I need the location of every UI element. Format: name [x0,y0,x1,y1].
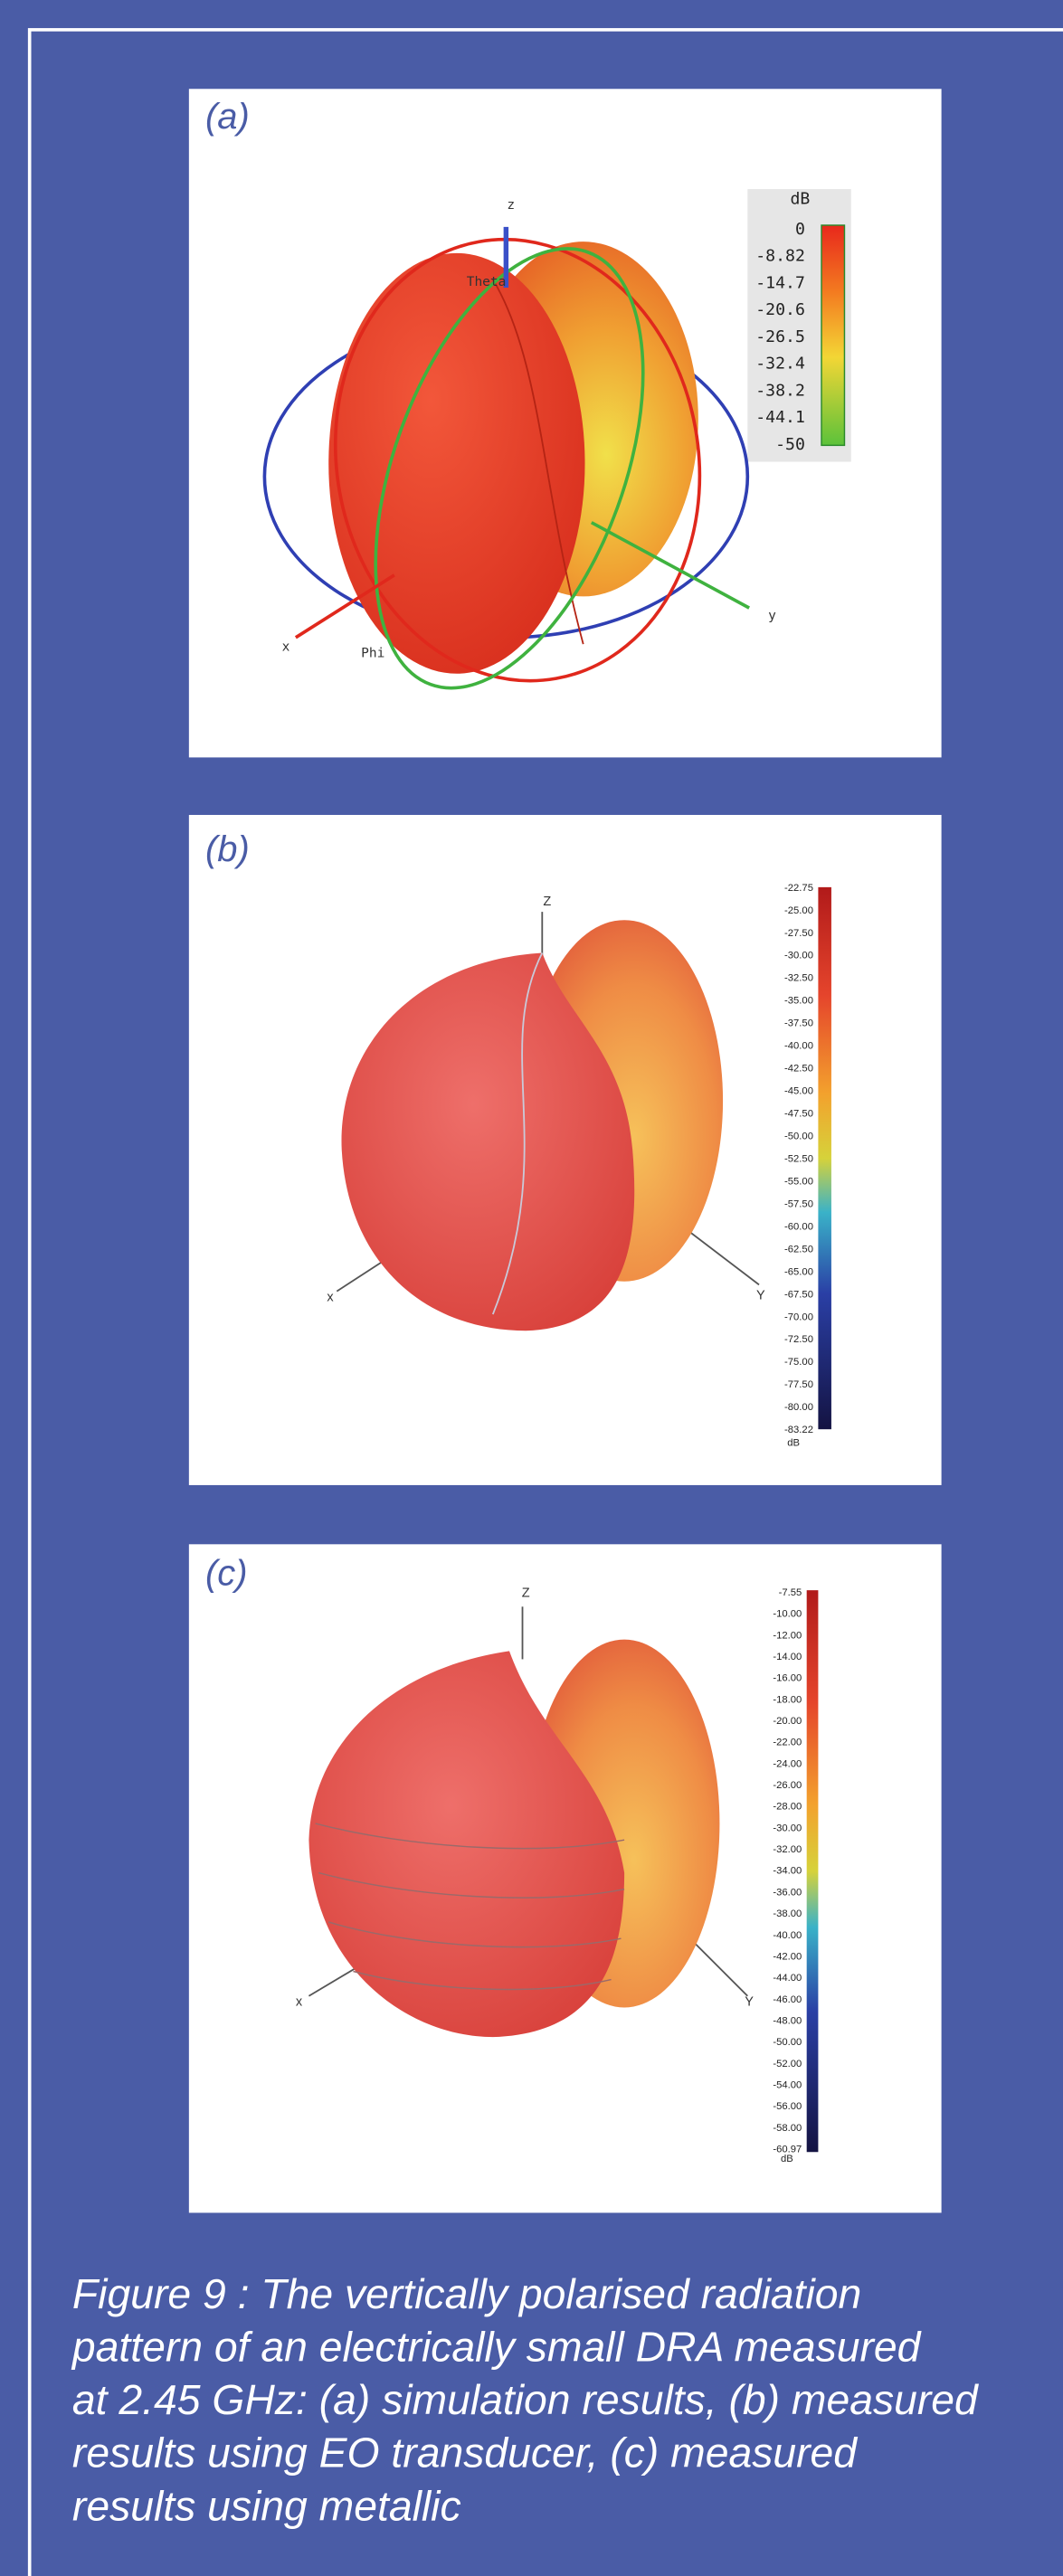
colorbar-tick-label: -35.00 [784,996,813,1007]
colorbar-tick-label: -47.50 [784,1109,813,1120]
colorbar-tick-label: -44.00 [773,1973,802,1984]
colorbar-tick-label: -36.00 [773,1887,802,1898]
colorbar-tick-label: -56.00 [773,2101,802,2112]
colorbar-tick-label: -52.50 [784,1153,813,1164]
axis-label: x [296,1995,303,2010]
colorbar-tick-label: -83.22 [784,1425,813,1435]
colorbar-tick-label: -50.00 [773,2037,802,2048]
colorbar-tick-label: -40.00 [773,1930,802,1941]
colorbar-tick-label: 0 [795,220,805,239]
caption-line: results using metallic [72,2482,461,2529]
colorbar-tick-label: -72.50 [784,1334,813,1345]
colorbar-tick-label: -44.1 [755,408,805,427]
colorbar-tick-label: -12.00 [773,1630,802,1641]
colorbar-tick-label: -60.00 [784,1221,813,1232]
colorbar-tick-label: -30.00 [784,951,813,961]
panel-b [189,815,942,1485]
axis-label: x [327,1291,334,1305]
colorbar-tick-label: -38.00 [773,1908,802,1919]
colorbar-tick-label: -20.6 [755,300,805,319]
colorbar-tick-label: -60.97 [773,2145,802,2155]
colorbar-tick-label: -48.00 [773,2015,802,2026]
colorbar-tick-label: -54.00 [773,2080,802,2091]
colorbar-tick-label: -26.00 [773,1780,802,1791]
colorbar-tick-label: -24.00 [773,1758,802,1769]
axis-label: Z [543,895,551,909]
colorbar-tick-label: -14.7 [755,273,805,292]
colorbar-tick-label: -14.00 [773,1652,802,1662]
axis-label: Z [522,1586,530,1600]
panel-c [189,1544,942,2212]
colorbar-tick-label: -28.00 [773,1802,802,1813]
colorbar [821,225,844,445]
colorbar-tick-label: -50.00 [784,1132,813,1142]
colorbar-tick-label: -42.00 [773,1951,802,1962]
panel-label: (c) [205,1554,248,1594]
colorbar-tick-label: -32.00 [773,1844,802,1855]
axis-label: Phi [361,647,384,661]
colorbar-tick-label: -50 [775,435,805,454]
colorbar-tick-label: -40.00 [784,1041,813,1052]
caption-line: pattern of an electrically small DRA mea… [71,2323,922,2370]
colorbar-tick-label: -65.00 [784,1266,813,1277]
axis-label: x [282,639,290,654]
panel-label: (a) [205,97,250,137]
colorbar-tick-label: -10.00 [773,1609,802,1620]
colorbar-tick-label: -34.00 [773,1866,802,1877]
colorbar-tick-label: -7.55 [779,1587,802,1598]
colorbar-tick-label: -20.00 [773,1716,802,1727]
colorbar-tick-label: -27.50 [784,928,813,939]
colorbar-tick-label: -32.4 [755,355,805,374]
colorbar-tick-label: -18.00 [773,1694,802,1705]
colorbar-tick-label: -32.50 [784,973,813,984]
colorbar-tick-label: -67.50 [784,1289,813,1300]
colorbar-tick-label: -58.00 [773,2123,802,2134]
colorbar-title: dB [787,1437,800,1448]
axis-label: z [507,198,515,213]
colorbar-tick-label: -22.75 [784,883,813,894]
colorbar-tick-label: -16.00 [773,1673,802,1684]
axis-label: Theta [467,275,507,289]
colorbar-tick-label: -52.00 [773,2059,802,2069]
colorbar-tick-label: -77.50 [784,1379,813,1390]
colorbar-tick-label: -38.2 [755,381,805,400]
colorbar-tick-label: -55.00 [784,1176,813,1187]
colorbar-title: dB [781,2154,793,2164]
colorbar-tick-label: -70.00 [784,1312,813,1322]
axis-label: Y [756,1289,765,1303]
colorbar-tick-label: -45.00 [784,1086,813,1097]
colorbar-tick-label: -26.5 [755,327,805,346]
panel-a [189,89,942,757]
colorbar-tick-label: -80.00 [784,1402,813,1413]
caption-line: Figure 9 : The vertically polarised radi… [72,2270,861,2317]
figure-page: (a) z x y Theta Phi dB 0 -8.82 -14.7 -20.6 -26.5 -32… [0,0,1063,2576]
colorbar [807,1590,819,2152]
colorbar [818,887,831,1429]
colorbar-title: dB [790,189,810,208]
colorbar-tick-label: -42.50 [784,1064,813,1075]
panel-label: (b) [205,829,250,869]
colorbar-tick-label: -75.00 [784,1357,813,1368]
axis-label: Y [745,1995,754,2010]
colorbar-tick-label: -8.82 [755,247,805,266]
axis-label: y [768,609,776,623]
colorbar-tick-label: -57.50 [784,1198,813,1209]
colorbar-tick-label: -25.00 [784,905,813,916]
colorbar-tick-label: -22.00 [773,1738,802,1748]
colorbar-tick-label: -30.00 [773,1823,802,1833]
caption-line: at 2.45 GHz: (a) simulation results, (b)… [72,2376,979,2423]
caption-line: results using EO transducer, (c) measure… [72,2429,858,2477]
colorbar-tick-label: -62.50 [784,1244,813,1255]
colorbar-tick-label: -37.50 [784,1018,813,1029]
colorbar-tick-label: -46.00 [773,1994,802,2005]
